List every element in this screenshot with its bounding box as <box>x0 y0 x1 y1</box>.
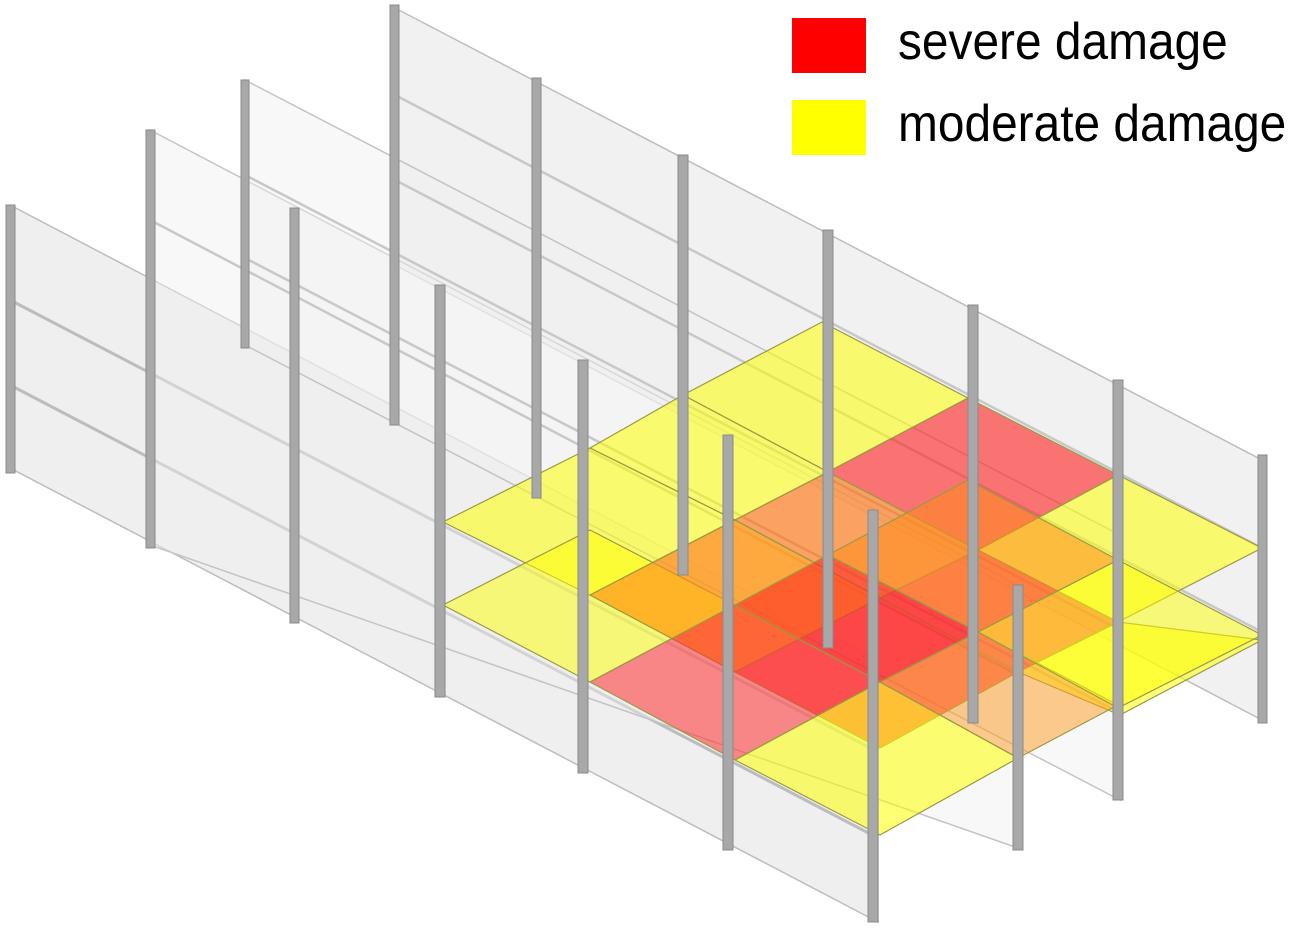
columns <box>5 4 1268 923</box>
legend-item-moderate: moderate damage <box>792 95 1312 160</box>
legend-label-severe: severe damage <box>898 13 1228 71</box>
column <box>1257 454 1268 724</box>
column <box>389 4 400 426</box>
column <box>577 359 589 774</box>
column <box>1112 379 1124 801</box>
legend-item-severe: severe damage <box>792 13 1312 78</box>
column <box>867 509 879 923</box>
column <box>434 284 446 698</box>
column <box>531 77 542 499</box>
column <box>145 129 156 549</box>
legend-swatch-severe <box>792 18 866 73</box>
legend-label-moderate: moderate damage <box>898 95 1287 153</box>
column <box>967 304 979 724</box>
column <box>240 79 250 349</box>
column <box>822 229 834 649</box>
column <box>289 207 300 624</box>
column <box>677 154 689 576</box>
column <box>5 204 16 474</box>
column <box>722 434 734 851</box>
legend-swatch-moderate <box>792 100 866 155</box>
column <box>1012 584 1024 851</box>
legend: severe damage moderate damage <box>792 10 1312 160</box>
